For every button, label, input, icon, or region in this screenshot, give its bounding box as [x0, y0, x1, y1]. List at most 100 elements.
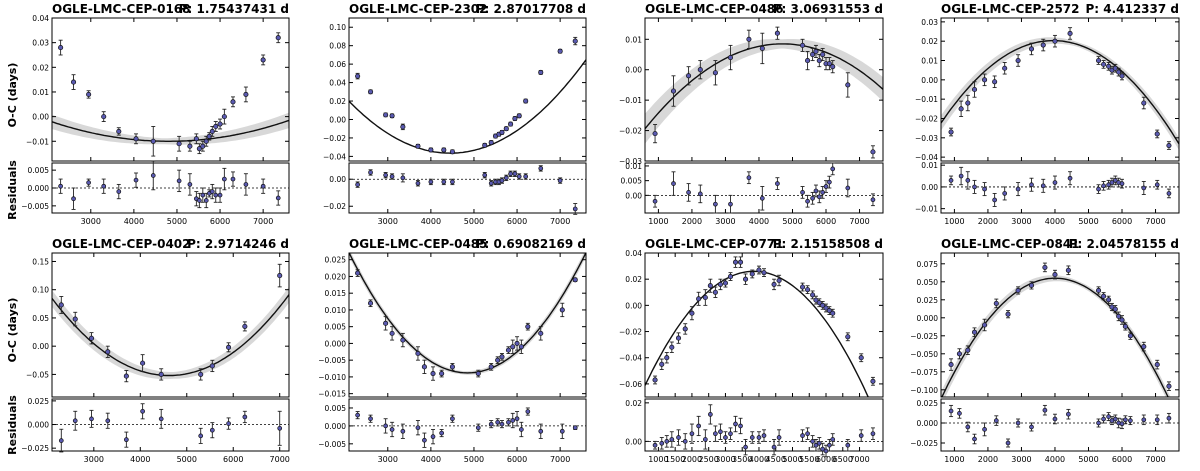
fit-curve [349, 59, 586, 154]
panel-title: OGLE-LMC-CEP-0841 [941, 237, 1080, 251]
fit-curve [941, 277, 1169, 397]
data-point [260, 57, 266, 63]
res-y-tick-label: 0.000 [325, 422, 347, 431]
x-tick-label: 5000 [464, 217, 484, 226]
fit-curve [52, 119, 289, 142]
residual-axes-frame [940, 398, 1180, 452]
residual-point [1042, 407, 1048, 413]
residual-point [775, 181, 780, 186]
y-tick-label: −0.075 [910, 368, 938, 377]
y-tick-label: 0.020 [325, 272, 347, 281]
residual-point [428, 179, 434, 185]
residual-point [713, 201, 718, 207]
data-point [749, 271, 755, 277]
y-tick-label: 0.05 [32, 314, 49, 323]
panel-title: OGLE-LMC-CEP-0402 [52, 237, 191, 251]
y-tick-label: 0.02 [921, 37, 938, 46]
ylabel-oc-row2: O-C (days) [6, 298, 19, 363]
period-label: P: 3.06931553 d [773, 2, 883, 16]
data-point [826, 308, 832, 314]
data-point [133, 136, 139, 142]
y-tick-label: −0.03 [619, 157, 642, 166]
data-point [993, 300, 999, 306]
data-point [686, 73, 692, 79]
residual-axes-frame [348, 162, 587, 214]
residual-point [1005, 440, 1011, 446]
y-tick-label: 0.04 [32, 14, 49, 23]
residual-point [383, 172, 388, 178]
residual-point [243, 182, 249, 187]
residual-point [197, 198, 202, 203]
y-tick-label: 0.02 [625, 275, 642, 284]
data-point [505, 347, 511, 353]
data-point [682, 326, 688, 332]
residual-point [1141, 417, 1147, 423]
residual-point [827, 179, 832, 185]
data-point [482, 142, 488, 148]
data-point [58, 45, 64, 51]
residual-point [89, 416, 94, 422]
data-point [150, 138, 156, 144]
y-tick-label: −0.05 [26, 370, 49, 379]
data-point [1095, 57, 1102, 64]
data-point [196, 146, 202, 152]
data-point [805, 58, 811, 64]
x-tick-label: 5000 [167, 217, 187, 226]
data-point [187, 143, 193, 149]
residual-point [400, 428, 406, 434]
residual-point [116, 189, 122, 194]
res-y-tick-label: 0.005 [621, 177, 643, 186]
residual-point [1119, 181, 1125, 187]
data-point [488, 364, 494, 370]
residual-point [519, 427, 524, 432]
x-tick-label: 4000 [421, 455, 441, 464]
x-tick-label: 3000 [378, 217, 398, 226]
data-point [712, 70, 718, 76]
residual-point [105, 418, 111, 424]
panel-ogle-lmc-cep-2572: OGLE-LMC-CEP-2572 P: 4.412337 d −0.04 −0.03… [915, 2, 1180, 226]
data-point [101, 114, 107, 120]
data-point [826, 61, 832, 67]
res-y-tick-label: 0.01 [625, 162, 642, 171]
data-point [652, 377, 658, 383]
residual-point [728, 201, 733, 207]
data-point [1106, 297, 1112, 303]
residual-point [972, 184, 977, 190]
data-point [1028, 46, 1035, 52]
y-tick-label: −0.010 [318, 373, 346, 382]
x-tick-label: 5000 [782, 455, 802, 464]
residual-point [805, 198, 810, 204]
residual-point [1109, 180, 1115, 185]
data-point [538, 69, 544, 75]
residual-point [830, 437, 836, 442]
residual-point [389, 427, 395, 432]
x-tick-label: 1500 [665, 455, 685, 464]
y-tick-label: 0.000 [917, 314, 939, 323]
data-point [421, 364, 427, 370]
x-tick-label: 5000 [782, 217, 802, 226]
residual-point [958, 173, 964, 179]
x-tick-label: 6000 [210, 217, 230, 226]
data-point [743, 276, 749, 282]
y-tick-label: 0.025 [325, 256, 347, 265]
main-axes-frame [644, 17, 884, 162]
y-tick-label: 0.00 [921, 76, 938, 85]
residual-point [669, 437, 675, 442]
residual-point [368, 170, 373, 175]
data-point [830, 64, 836, 70]
x-tick-label: 3000 [81, 217, 101, 226]
data-point [355, 270, 361, 276]
period-label: P: 4.412337 d [1085, 2, 1179, 16]
data-point [176, 141, 182, 147]
residual-point [1096, 420, 1101, 426]
residual-point [743, 444, 748, 450]
res-y-tick-label: 0.00 [921, 183, 938, 192]
data-point [761, 270, 767, 276]
data-point [415, 350, 421, 357]
x-tick-label: 6500 [833, 455, 853, 464]
residual-point [1066, 411, 1071, 417]
data-point [756, 267, 762, 273]
fit-uncertainty-band [349, 253, 586, 375]
fit-uncertainty-band [941, 37, 1179, 151]
